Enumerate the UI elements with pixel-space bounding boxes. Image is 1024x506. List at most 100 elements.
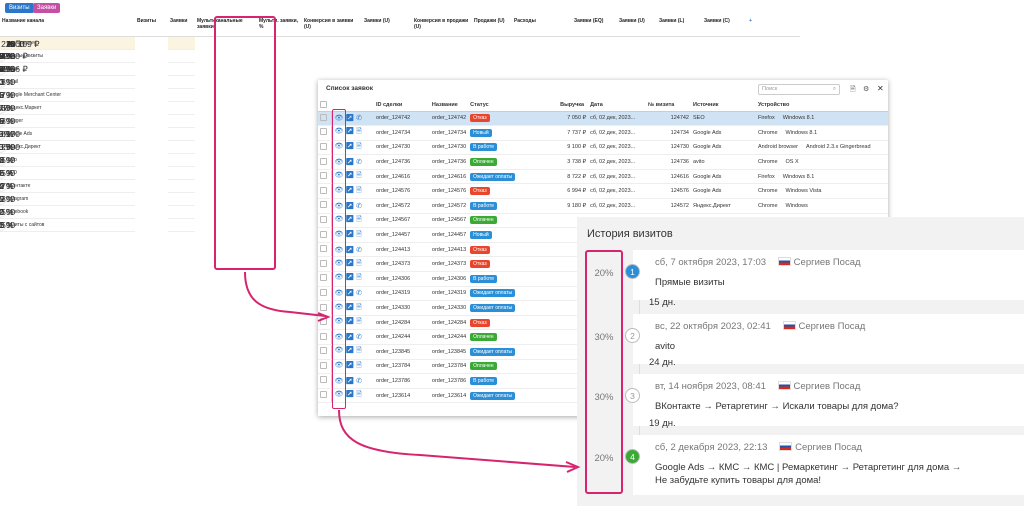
add-column-button[interactable]: +	[747, 16, 800, 37]
contact-icon[interactable]: ✆	[356, 115, 363, 123]
col-header[interactable]: Заявки (U)	[362, 16, 412, 37]
row-checkbox[interactable]	[320, 288, 327, 296]
eye-icon[interactable]: 👁	[334, 303, 346, 311]
open-link-icon[interactable]: ↗	[345, 318, 357, 326]
row-checkbox[interactable]	[320, 274, 327, 282]
eye-icon[interactable]: 👁	[334, 230, 346, 238]
tab-visits[interactable]: Визиты	[5, 3, 34, 13]
row-checkbox[interactable]	[320, 259, 327, 267]
contact-icon[interactable]: 🗎	[356, 215, 362, 223]
eye-icon[interactable]: 👁	[334, 259, 346, 267]
eye-icon[interactable]: 👁	[334, 361, 346, 369]
open-link-icon[interactable]: ↗	[345, 202, 357, 210]
open-link-icon[interactable]: ↗	[345, 290, 357, 298]
col-header[interactable]: Название канала	[0, 16, 135, 37]
table-row[interactable]: + ВКонтакте2 700723954 %	[0, 179, 800, 193]
eye-icon[interactable]: 👁	[334, 159, 346, 167]
contact-icon[interactable]: ✆	[356, 202, 363, 210]
eye-icon[interactable]: 👁	[334, 115, 346, 123]
export-icon[interactable]: 🗎	[850, 86, 856, 93]
visit-entry[interactable]: 2 вс, 22 октября 2023, 02:41 Сергиев Поса…	[625, 314, 1024, 364]
open-link-icon[interactable]: ↗	[345, 259, 357, 267]
orders-col-header[interactable]: Устройство	[755, 100, 888, 112]
orders-col-header[interactable]: Название	[429, 100, 469, 112]
row-checkbox[interactable]	[320, 186, 327, 194]
contact-icon[interactable]: 🗎	[356, 303, 362, 311]
open-link-icon[interactable]: ↗	[345, 159, 357, 167]
settings-icon[interactable]: ⚙	[863, 86, 870, 93]
col-header[interactable]: Мульти. заявки, %	[257, 16, 302, 37]
contact-icon[interactable]: ✆	[356, 246, 363, 254]
eye-icon[interactable]: 👁	[334, 215, 346, 223]
order-row[interactable]: 👁 ↗ 🗎 order_124576 order_124576 Отказ 6 994…	[318, 183, 888, 200]
table-row[interactable]: + Google Merchant Center2 700564275 %	[0, 88, 800, 102]
order-row[interactable]: 👁 ↗ ✆ order_124742 order_124742 Отказ 7 050…	[318, 111, 888, 127]
col-header[interactable]: Заявки (EQ)	[572, 16, 617, 37]
open-link-icon[interactable]: ↗	[345, 391, 357, 399]
order-row[interactable]: 👁 ↗ 🗎 order_124616 order_124616 Ожидает оп…	[318, 169, 888, 185]
open-link-icon[interactable]: ↗	[345, 303, 357, 311]
orders-col-header[interactable]: ID сделки	[373, 100, 430, 112]
close-icon[interactable]: ✕	[877, 84, 884, 93]
contact-icon[interactable]: 🗎	[356, 259, 362, 267]
contact-icon[interactable]: 🗎	[356, 142, 362, 150]
eye-icon[interactable]: 👁	[334, 186, 346, 194]
open-link-icon[interactable]: ↗	[345, 172, 357, 180]
eye-icon[interactable]: 👁	[334, 290, 346, 298]
eye-icon[interactable]: 👁	[334, 377, 346, 385]
row-checkbox[interactable]	[320, 347, 327, 355]
col-header[interactable]: Заявки (L)	[657, 16, 702, 37]
contact-icon[interactable]: ✆	[356, 290, 363, 298]
row-checkbox[interactable]	[320, 128, 327, 136]
orders-search-input[interactable]: Поиск ⌕	[758, 84, 840, 95]
visit-entry[interactable]: 1 сб, 7 октября 2023, 17:03 Сергиев Посад…	[625, 250, 1024, 300]
open-link-icon[interactable]: ↗	[345, 142, 357, 150]
col-header[interactable]: Мультиканальные заявки	[195, 16, 257, 37]
contact-icon[interactable]: 🗎	[356, 361, 362, 369]
row-checkbox[interactable]	[320, 157, 327, 165]
contact-icon[interactable]: 🗎	[356, 318, 362, 326]
row-checkbox[interactable]	[320, 172, 327, 180]
eye-icon[interactable]: 👁	[334, 142, 346, 150]
eye-icon[interactable]: 👁	[334, 172, 346, 180]
open-link-icon[interactable]: ↗	[345, 347, 357, 355]
order-row[interactable]: 👁 ↗ 🗎 order_124730 order_124730 В работе 9 …	[318, 140, 888, 156]
row-checkbox[interactable]	[320, 245, 327, 253]
visit-entry[interactable]: 4 сб, 2 декабря 2023, 22:13 Сергиев Посад…	[625, 435, 1024, 495]
row-checkbox[interactable]	[320, 332, 327, 340]
contact-icon[interactable]: ✆	[356, 377, 363, 385]
eye-icon[interactable]: 👁	[334, 318, 346, 326]
open-link-icon[interactable]: ↗	[345, 274, 357, 282]
table-row[interactable]: + Facebook4 500815062 %	[0, 205, 800, 219]
orders-col-header[interactable]: № визита	[646, 100, 691, 112]
col-header[interactable]: Конверсия в заявки (U)	[302, 16, 362, 37]
open-link-icon[interactable]: ↗	[345, 361, 357, 369]
open-link-icon[interactable]: ↗	[345, 128, 357, 136]
contact-icon[interactable]: ✆	[356, 334, 363, 342]
col-header[interactable]: Визиты	[135, 16, 168, 37]
tab-orders[interactable]: Заявки	[33, 3, 61, 13]
table-row[interactable]: + SEO4 500965557 %	[0, 166, 800, 180]
col-header[interactable]: Заявки (C)	[702, 16, 747, 37]
orders-col-header[interactable]: Статус	[468, 100, 559, 112]
contact-icon[interactable]: 🗎	[356, 128, 362, 136]
order-row[interactable]: 👁 ↗ ✆ order_124736 order_124736 Оплачен 3 7…	[318, 154, 888, 170]
row-checkbox[interactable]	[320, 201, 327, 209]
eye-icon[interactable]: 👁	[334, 128, 346, 136]
eye-icon[interactable]: 👁	[334, 202, 346, 210]
table-row[interactable]: + Визиты с сайтов4 500755371 %	[0, 218, 800, 232]
col-header[interactable]: Продажи (U)	[472, 16, 512, 37]
row-checkbox[interactable]	[320, 361, 327, 369]
row-checkbox[interactable]	[320, 230, 327, 238]
order-row[interactable]: 👁 ↗ ✆ order_124572 order_124572 В работе 9 …	[318, 198, 888, 214]
contact-icon[interactable]: 🗎	[356, 274, 362, 282]
open-link-icon[interactable]: ↗	[345, 246, 357, 254]
col-header[interactable]: Расходы	[512, 16, 572, 37]
orders-col-header[interactable]: Выручка	[558, 100, 589, 112]
orders-col-header[interactable]: Дата	[588, 100, 647, 112]
